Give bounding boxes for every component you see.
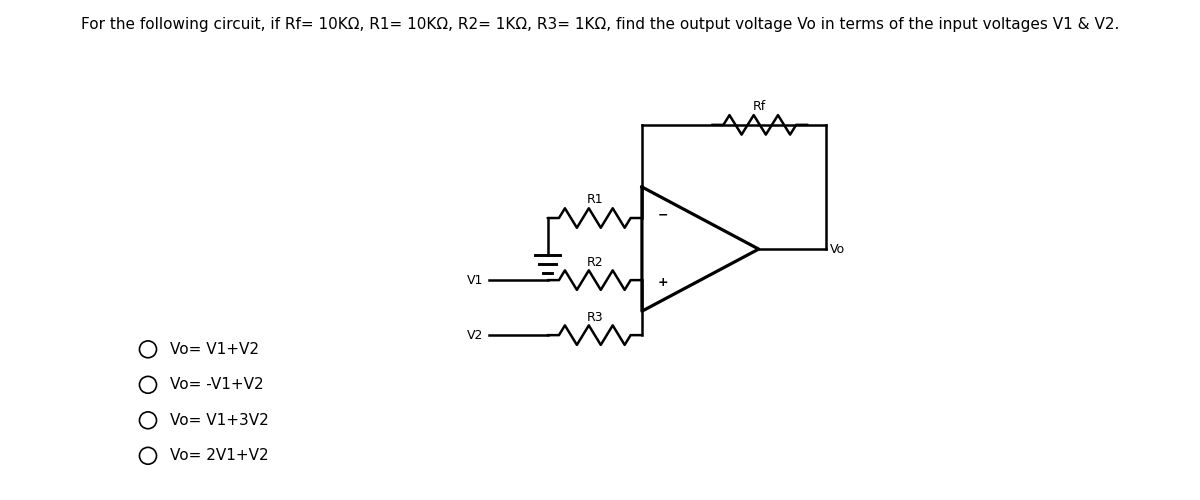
- Text: Vo= 2V1+V2: Vo= 2V1+V2: [170, 448, 269, 464]
- Text: R3: R3: [587, 310, 604, 324]
- Text: Rf: Rf: [754, 100, 767, 114]
- Text: R1: R1: [587, 194, 604, 206]
- Text: V1: V1: [467, 274, 482, 286]
- Text: Vo= V1+V2: Vo= V1+V2: [170, 342, 259, 357]
- Text: −: −: [658, 209, 668, 222]
- Text: For the following circuit, if Rf= 10KΩ, R1= 10KΩ, R2= 1KΩ, R3= 1KΩ, find the out: For the following circuit, if Rf= 10KΩ, …: [80, 18, 1120, 32]
- Text: Vo: Vo: [829, 242, 845, 256]
- Text: V2: V2: [467, 328, 482, 342]
- Text: Vo= V1+3V2: Vo= V1+3V2: [170, 413, 269, 428]
- Text: R2: R2: [587, 256, 604, 268]
- Text: +: +: [658, 276, 668, 289]
- Text: Vo= -V1+V2: Vo= -V1+V2: [170, 378, 264, 392]
